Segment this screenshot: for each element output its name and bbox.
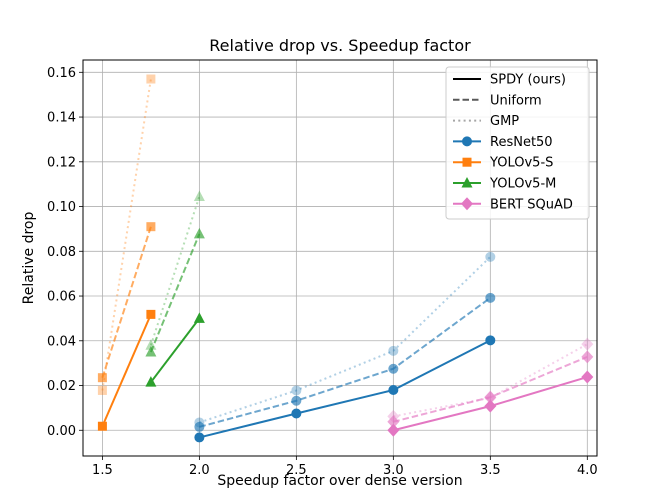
series-line: [199, 256, 492, 424]
x-tick-label: 3.5: [480, 463, 501, 478]
data-point: [193, 227, 205, 239]
series-bert-squad-spdy-ours: [387, 370, 594, 437]
legend-marker: [462, 157, 472, 167]
legend-label: SPDY (ours): [490, 73, 566, 88]
data-point: [581, 370, 594, 384]
x-tick-label: 2.0: [189, 463, 210, 478]
data-point: [193, 312, 205, 323]
data-point: [291, 395, 302, 406]
data-point: [388, 385, 399, 395]
series-bert-squad-uniform: [387, 350, 594, 429]
series-line: [149, 233, 201, 353]
legend-label: Uniform: [490, 93, 542, 108]
legend-marker: [462, 136, 472, 147]
series-yolov5-m-spdy-ours: [145, 312, 205, 387]
data-point: [387, 415, 400, 429]
data-point: [97, 373, 107, 383]
y-tick-label: 0.02: [47, 379, 76, 394]
x-tick-label: 1.5: [92, 463, 113, 478]
series-line: [150, 317, 201, 383]
y-tick-label: 0.12: [47, 155, 76, 170]
data-point: [485, 335, 496, 346]
data-point: [485, 292, 496, 303]
series-group: [97, 74, 594, 443]
y-tick-label: 0.08: [47, 245, 76, 260]
y-tick-label: 0.00: [47, 424, 76, 439]
data-point: [146, 222, 156, 232]
x-tick-label: 3.0: [383, 463, 404, 478]
data-point: [291, 385, 302, 396]
data-point: [387, 423, 400, 437]
series-resnet50-spdy-ours: [194, 335, 496, 443]
y-tick-label: 0.04: [47, 334, 76, 349]
data-point: [145, 345, 157, 357]
data-point: [193, 190, 205, 201]
series-yolov5-m-uniform: [145, 227, 205, 357]
legend-label: BERT SQuAD: [490, 197, 573, 212]
legend-label: YOLOv5-S: [489, 156, 553, 171]
series-yolov5-s-uniform: [97, 222, 156, 383]
series-yolov5-s-spdy-ours: [97, 309, 156, 431]
series-resnet50-uniform: [194, 292, 496, 432]
data-point: [388, 345, 399, 356]
legend-marker: [461, 197, 473, 211]
data-point: [291, 408, 302, 419]
series-line: [101, 313, 152, 427]
data-point: [146, 74, 156, 84]
legend-box: [445, 66, 590, 220]
legend-label: GMP: [490, 114, 519, 129]
series-yolov5-s-gmp: [97, 74, 156, 395]
data-point: [97, 421, 107, 431]
data-point: [484, 399, 497, 413]
series-line: [199, 339, 491, 439]
x-tick-label: 2.5: [286, 463, 307, 478]
series-line: [393, 343, 588, 418]
data-point: [146, 309, 156, 319]
data-point: [194, 421, 205, 432]
data-point: [581, 350, 594, 364]
data-point: [145, 376, 157, 387]
legend: SPDY (ours) Uniform GMP ResNet50 YOLOv5-S YOL…: [445, 66, 590, 220]
data-point: [581, 337, 594, 351]
legend-marker: [461, 177, 473, 188]
data-point: [485, 251, 496, 262]
y-tick-label: 0.14: [47, 111, 76, 126]
axes: 1.5 2.0 2.5 3.0 3.5 4.0 0.00 0.02 0.04 0.06 0.08 0.…: [47, 66, 598, 478]
x-axis-label: Speedup factor over dense version: [217, 473, 462, 489]
y-axis-label: Relative drop: [21, 212, 37, 305]
y-tick-label: 0.16: [47, 66, 76, 81]
legend-label: YOLOv5-M: [489, 177, 556, 192]
chart-title: Relative drop vs. Speedup factor: [209, 36, 471, 55]
x-tick-label: 4.0: [577, 463, 598, 478]
legend-label: ResNet50: [490, 135, 553, 150]
data-point: [194, 432, 205, 443]
data-point: [388, 363, 399, 374]
y-tick-label: 0.06: [47, 290, 76, 305]
data-point: [97, 385, 107, 395]
series-line: [101, 226, 152, 379]
data-point: [484, 390, 497, 404]
series-line: [199, 297, 491, 428]
y-tick-label: 0.10: [47, 200, 76, 215]
plot-frame: [82, 59, 598, 457]
